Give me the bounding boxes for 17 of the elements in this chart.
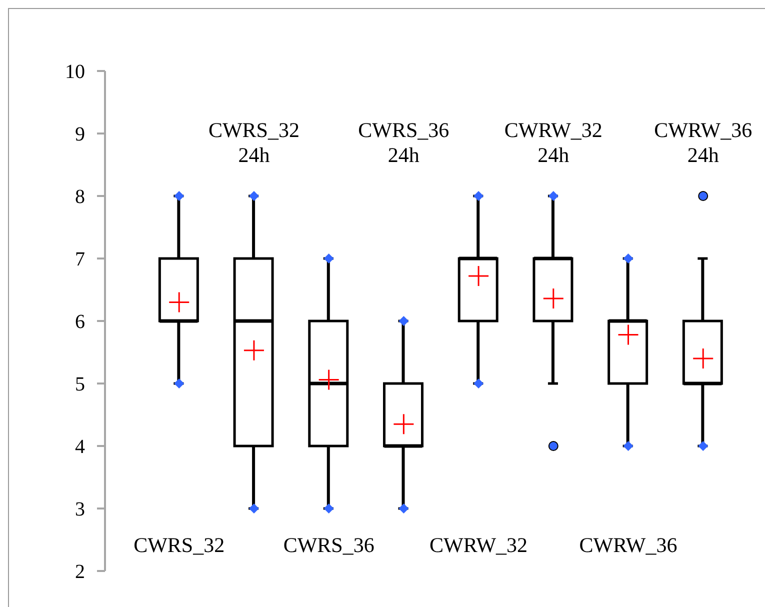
x-tick-label: CWRS_32 24h — [208, 118, 300, 167]
x-tick-label: CWRW_32 24h — [504, 118, 602, 167]
x-tick-label: CWRW_36 24h — [654, 118, 752, 167]
y-tick-label: 5 — [75, 374, 85, 396]
y-tick-label: 7 — [75, 248, 85, 271]
y-tick-label: 10 — [65, 61, 85, 84]
y-tick-label: 8 — [75, 186, 85, 208]
y-tick-label: 2 — [75, 561, 85, 584]
x-tick-label: CWRW_32 — [430, 533, 528, 557]
x-tick-label: CWRW_36 — [579, 533, 678, 557]
y-tick-label: 6 — [75, 311, 85, 334]
x-tick-label: CWRS_36 24h — [358, 118, 450, 167]
y-tick-label: 9 — [75, 124, 85, 146]
y-tick-label: 3 — [75, 498, 85, 521]
x-tick-label: CWRS_36 — [283, 533, 374, 557]
y-tick-label: 4 — [75, 436, 85, 458]
x-tick-label: CWRS_32 — [134, 533, 225, 557]
